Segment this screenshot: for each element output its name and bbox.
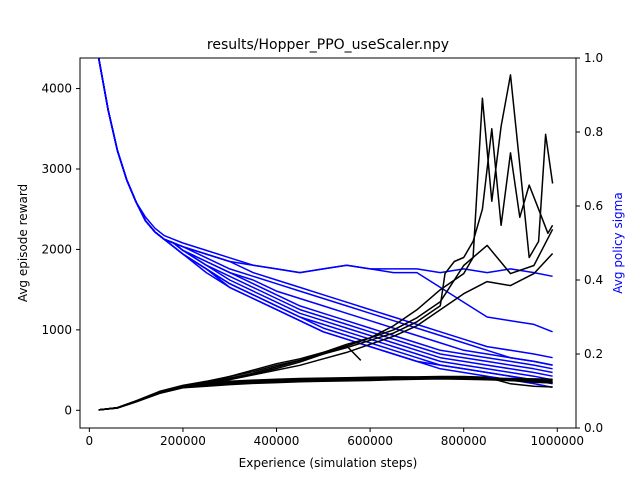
y2-tick-label-1: 0.2 [584, 347, 603, 361]
x-axis-ticks: 0 200000 400000 600000 800000 1000000 [86, 428, 584, 448]
y2-tick-label-5: 1.0 [584, 51, 603, 65]
y-tick-label-4: 4000 [41, 82, 72, 96]
y-axis-label: Avg episode reward [16, 184, 30, 302]
y2-tick-label-2: 0.4 [584, 273, 603, 287]
y2-axis-ticks: 0.0 0.2 0.4 0.6 0.8 1.0 [576, 51, 603, 435]
plot-area [97, 58, 554, 411]
chart-title: results/Hopper_PPO_useScaler.npy [207, 37, 449, 53]
y-tick-label-1: 1000 [41, 323, 72, 337]
y-tick-label-2: 2000 [41, 242, 72, 256]
y2-tick-label-0: 0.0 [584, 421, 603, 435]
x-tick-label-0: 0 [86, 434, 94, 448]
y-axis-ticks: 0 1000 2000 3000 4000 [41, 82, 80, 417]
x-tick-label-1: 200000 [160, 434, 206, 448]
reward-series-line-11 [98, 74, 554, 411]
sigma-series-line-12 [97, 58, 553, 389]
x-axis-label: Experience (simulation steps) [239, 456, 418, 470]
reward-series-line-12 [98, 252, 554, 411]
x-tick-label-4: 800000 [441, 434, 487, 448]
y2-tick-label-4: 0.8 [584, 125, 603, 139]
reward-series-group [98, 74, 554, 411]
y-tick-label-0: 0 [64, 403, 72, 417]
y2-axis-label: Avg policy sigma [611, 192, 625, 293]
x-tick-label-3: 600000 [347, 434, 393, 448]
y2-tick-label-3: 0.6 [584, 199, 603, 213]
sigma-series-group [97, 58, 553, 389]
x-tick-label-2: 400000 [254, 434, 300, 448]
axes-frame [79, 57, 577, 429]
x-tick-label-5: 1000000 [531, 434, 584, 448]
y-tick-label-3: 3000 [41, 162, 72, 176]
